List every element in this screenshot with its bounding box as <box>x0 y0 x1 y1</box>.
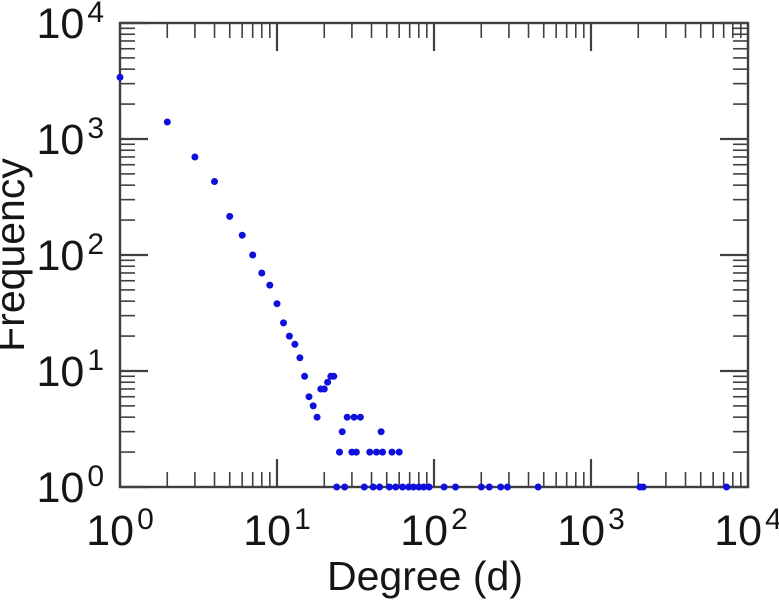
data-point <box>376 483 384 491</box>
data-point <box>392 483 400 491</box>
data-point <box>258 269 266 277</box>
y-tick-label: 10 0 <box>36 460 104 512</box>
x-axis-title: Degree (d) <box>327 553 523 599</box>
data-point <box>238 231 246 239</box>
data-point <box>405 483 413 491</box>
data-point <box>440 483 448 491</box>
data-point <box>497 483 505 491</box>
y-tick-label: 10 1 <box>36 344 104 396</box>
data-point <box>352 448 360 456</box>
y-axis-title: Frequency <box>0 158 33 352</box>
data-point <box>350 413 358 421</box>
data-point <box>163 118 171 126</box>
x-tick-label: 10 4 <box>714 503 779 555</box>
data-point <box>425 483 433 491</box>
data-point <box>266 281 274 289</box>
data-point <box>388 448 396 456</box>
data-points <box>116 73 730 491</box>
data-point <box>273 300 281 308</box>
data-point <box>280 319 287 327</box>
data-point <box>211 178 218 185</box>
data-point <box>324 378 332 386</box>
data-point <box>320 385 328 393</box>
data-point <box>399 483 406 491</box>
data-point <box>395 448 403 456</box>
data-point <box>420 483 428 491</box>
data-point <box>116 73 124 81</box>
data-point <box>377 428 385 436</box>
data-point <box>191 153 199 161</box>
data-point <box>504 483 511 491</box>
x-tick-label: 10 3 <box>557 503 625 555</box>
data-point <box>410 483 417 491</box>
data-point <box>291 340 299 348</box>
x-tick-label: 10 0 <box>86 503 154 555</box>
axis-ticks <box>118 21 750 489</box>
x-tick-label: 10 1 <box>243 503 311 555</box>
data-point <box>723 483 730 491</box>
data-point <box>313 413 321 421</box>
data-point <box>343 413 351 421</box>
data-point <box>226 212 234 220</box>
data-point <box>305 393 313 401</box>
data-point <box>356 413 364 421</box>
data-point <box>338 428 346 436</box>
data-point <box>336 448 343 456</box>
data-point <box>452 483 459 491</box>
data-point <box>485 483 493 491</box>
data-point <box>285 332 293 340</box>
tick-labels: 10 0 10 1 10 2 10 3 10 4 10 0 10 1 10 2 10 3 10 4 <box>36 0 779 555</box>
data-point <box>330 372 338 380</box>
data-point <box>477 483 485 491</box>
data-point <box>333 483 341 491</box>
data-point <box>341 483 349 491</box>
data-point <box>415 483 423 491</box>
data-point <box>385 483 393 491</box>
data-point <box>373 448 380 456</box>
data-point <box>249 251 257 259</box>
data-point <box>301 372 309 380</box>
data-point <box>534 483 542 491</box>
data-point <box>379 448 386 456</box>
data-point <box>639 483 647 491</box>
y-tick-label: 10 4 <box>36 0 104 48</box>
data-point <box>296 354 304 362</box>
data-point <box>309 402 317 410</box>
x-tick-label: 10 2 <box>400 503 468 555</box>
y-tick-label: 10 3 <box>36 112 104 164</box>
data-point <box>366 448 374 456</box>
y-tick-label: 10 2 <box>36 228 104 280</box>
plot-frame <box>118 21 750 489</box>
data-point <box>360 483 368 491</box>
data-point <box>369 483 377 491</box>
